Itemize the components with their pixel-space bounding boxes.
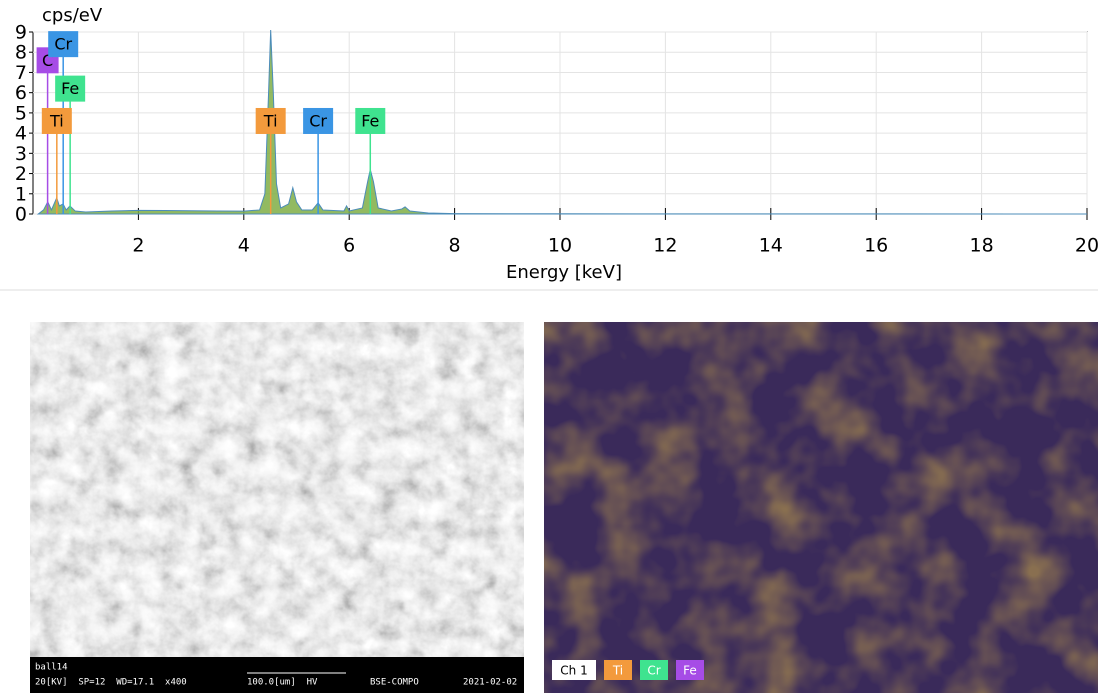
y-tick-label: 9 — [15, 22, 27, 44]
x-tick-label: 14 — [759, 235, 783, 257]
x-tick-label: 18 — [970, 235, 994, 257]
element-label: Ti — [263, 111, 278, 130]
sem-date: 2021-02-02 — [463, 678, 517, 688]
element-label: Fe — [61, 79, 79, 98]
y-tick-label: 8 — [15, 42, 27, 64]
eds-map — [544, 322, 1098, 693]
legend-label: Fe — [683, 664, 697, 678]
x-tick-label: 20 — [1075, 235, 1098, 257]
sem-name: ball14 — [35, 663, 68, 673]
x-tick-label: 8 — [449, 235, 461, 257]
sem-scale: 100.0[um] HV — [247, 678, 318, 688]
sem-texture — [30, 322, 524, 693]
map-texture — [544, 322, 1098, 693]
element-label: Fe — [361, 111, 379, 130]
y-tick-label: 6 — [15, 82, 27, 104]
element-label: Cr — [309, 111, 327, 130]
legend-label: Cr — [647, 664, 660, 678]
y-tick-label: 4 — [15, 123, 27, 145]
y-tick-label: 7 — [15, 62, 27, 84]
y-tick-label: 1 — [15, 183, 27, 205]
sem-image: ball14 20[KV] SP=12 WD=17.1 x400 100.0[u… — [30, 322, 524, 693]
y-tick-label: 2 — [15, 163, 27, 185]
y-tick-label: 0 — [15, 204, 27, 226]
x-tick-label: 10 — [548, 235, 572, 257]
y-axis-label: cps/eV — [42, 5, 103, 26]
x-tick-label: 2 — [132, 235, 144, 257]
legend-label: Ch 1 — [560, 664, 587, 678]
sem-info-bar — [30, 657, 524, 693]
sem-mode: BSE-COMPO — [370, 678, 419, 688]
page: cps/eV Energy [keV] ball14 20[KV] SP=12 … — [0, 0, 1098, 693]
y-tick-label: 3 — [15, 143, 27, 165]
x-axis-label: Energy [keV] — [506, 262, 622, 283]
x-tick-label: 16 — [864, 235, 888, 257]
element-label: Cr — [54, 35, 72, 54]
x-tick-label: 4 — [238, 235, 250, 257]
legend-label: Ti — [612, 664, 623, 678]
sem-settings: 20[KV] SP=12 WD=17.1 x400 — [35, 678, 187, 688]
y-tick-label: 5 — [15, 102, 27, 124]
element-label: Ti — [49, 111, 64, 130]
figure: cps/eV Energy [keV] ball14 20[KV] SP=12 … — [0, 0, 1098, 693]
x-tick-label: 12 — [653, 235, 677, 257]
x-tick-label: 6 — [343, 235, 355, 257]
